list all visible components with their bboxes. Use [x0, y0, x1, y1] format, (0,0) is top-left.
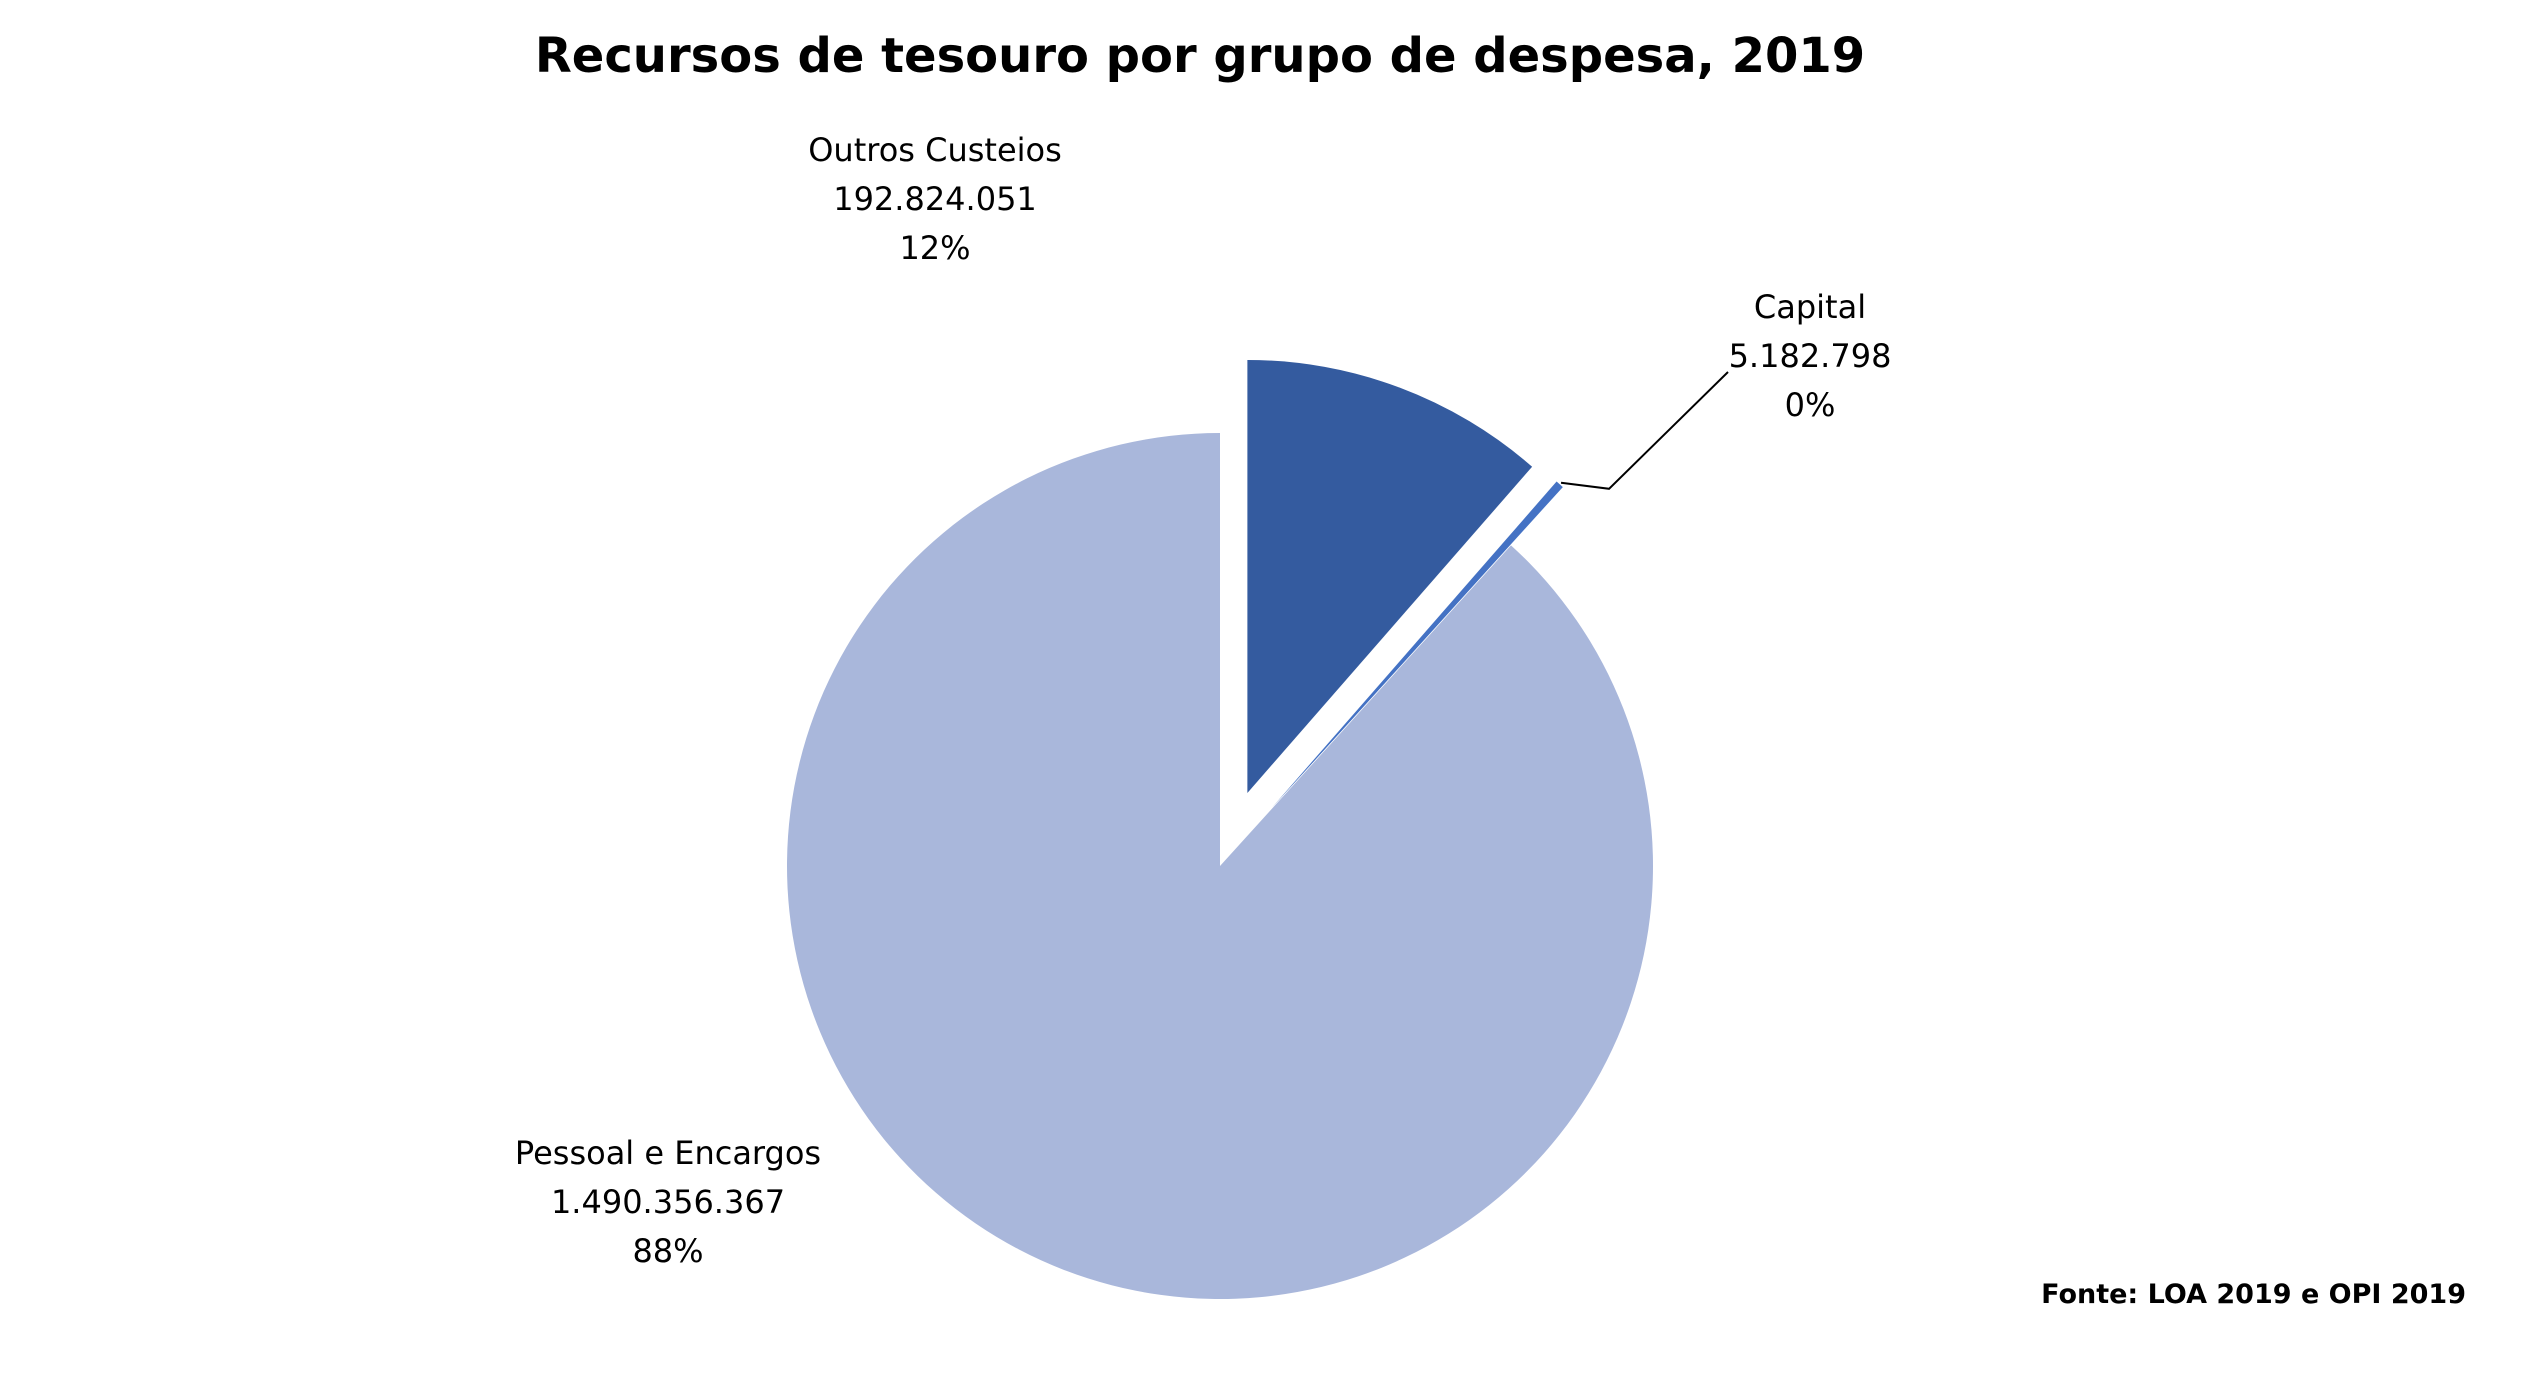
slice-label-value: 5.182.798 [1729, 337, 1892, 375]
chart-source: Fonte: LOA 2019 e OPI 2019 [2041, 1279, 2466, 1310]
pie-slice-capital [1271, 481, 1563, 808]
data-label-pessoal-e-encargos: Pessoal e Encargos 1.490.356.367 88% [515, 1134, 821, 1270]
slice-label-percent: 12% [899, 229, 970, 267]
slice-label-name: Capital [1754, 288, 1866, 326]
slice-label-name: Pessoal e Encargos [515, 1134, 821, 1172]
leader-lines [1560, 371, 1729, 490]
slice-label-percent: 88% [632, 1232, 703, 1270]
chart-title: Recursos de tesouro por grupo de despesa… [535, 28, 1865, 84]
pie-slices [787, 359, 1654, 1299]
slice-label-percent: 0% [1785, 386, 1836, 424]
pie-slice-outros-custeios [1247, 359, 1533, 793]
pie-slice-pessoal-e-encargos [787, 433, 1654, 1299]
leader-line-capital [1560, 371, 1729, 490]
data-label-outros-custeios: Outros Custeios 192.824.051 12% [808, 131, 1062, 267]
data-label-capital: Capital 5.182.798 0% [1729, 288, 1892, 424]
slice-label-value: 192.824.051 [833, 180, 1037, 218]
slice-label-value: 1.490.356.367 [551, 1183, 785, 1221]
slice-label-name: Outros Custeios [808, 131, 1062, 169]
